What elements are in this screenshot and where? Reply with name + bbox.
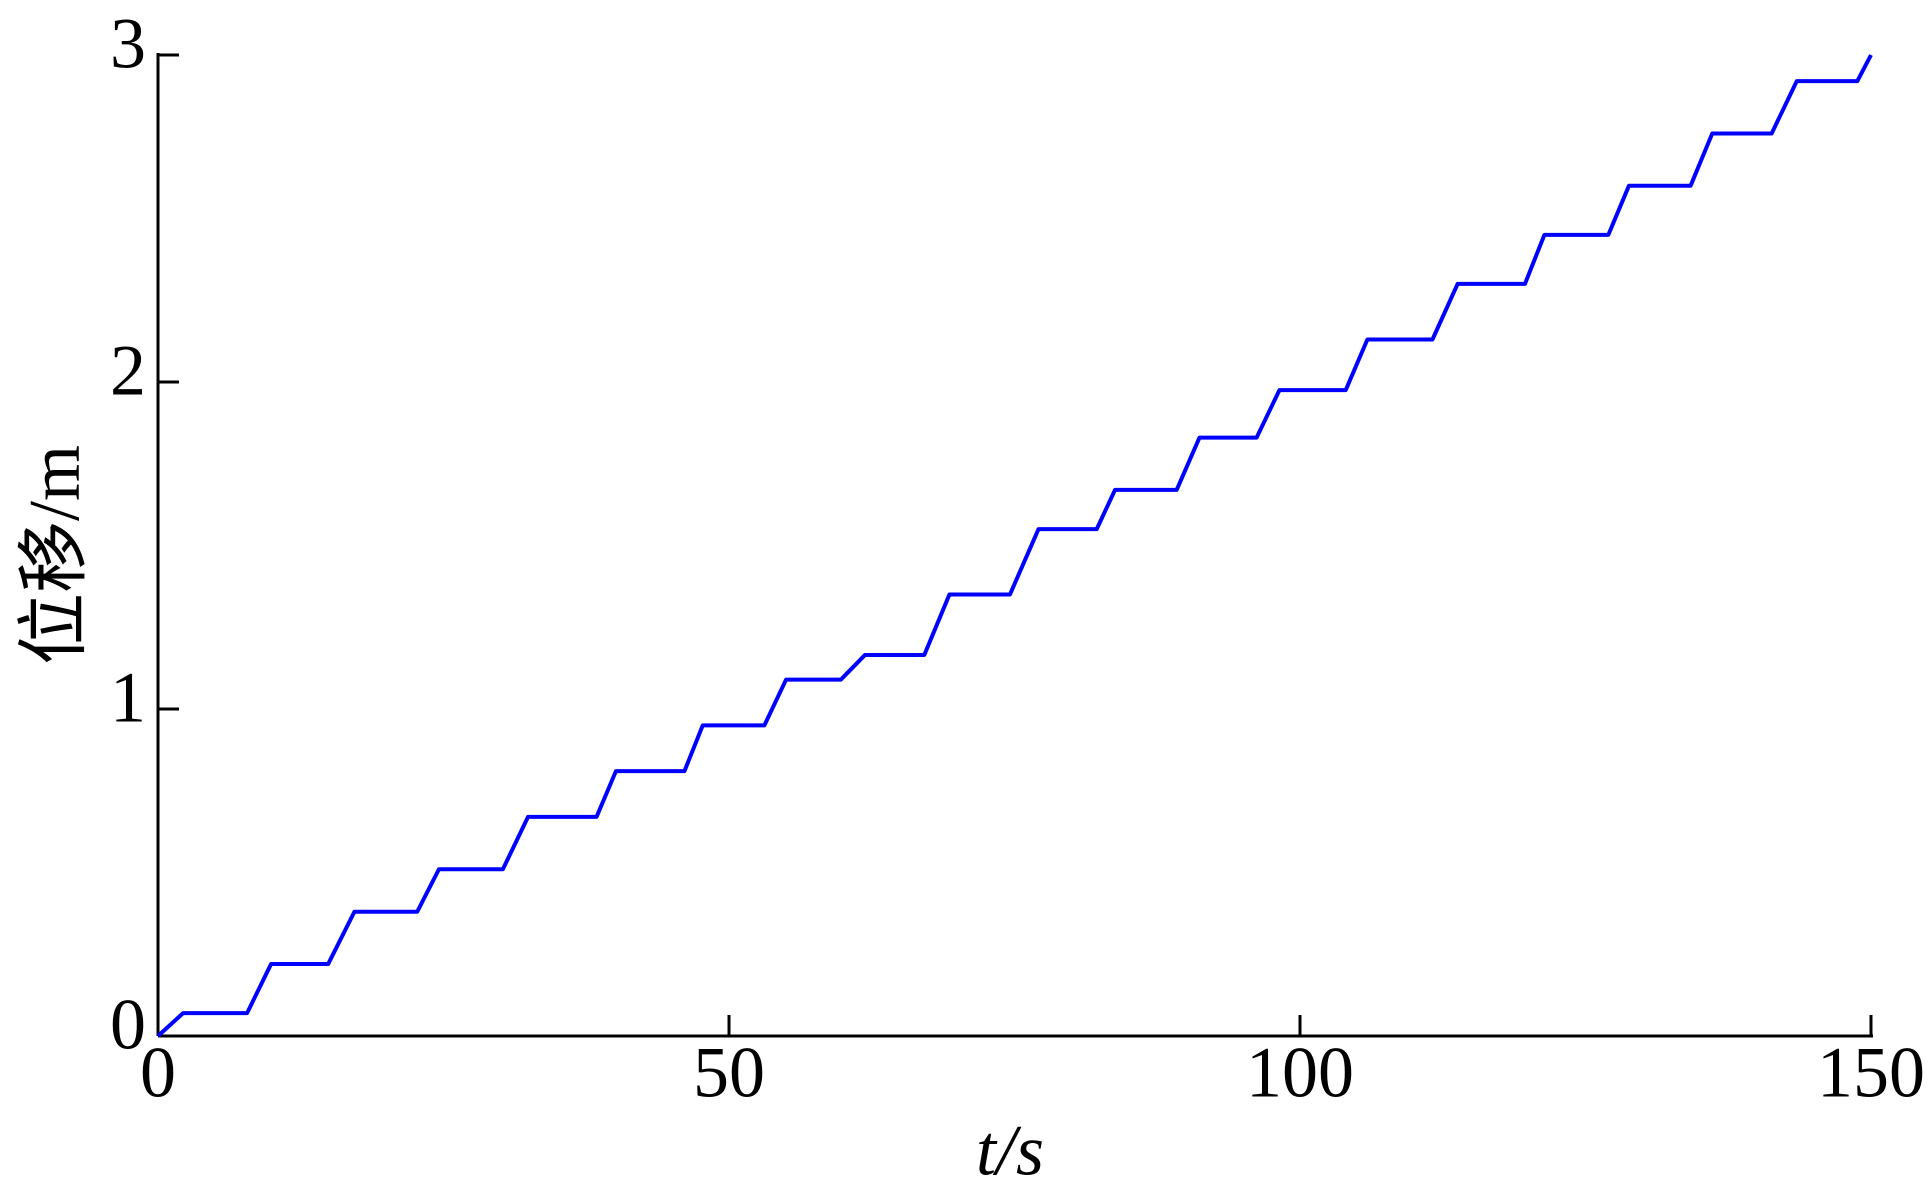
y-axis-label: 位移/m — [15, 445, 95, 665]
x-tick-label: 50 — [693, 1033, 765, 1113]
x-axis-label: t/s — [976, 1111, 1044, 1191]
x-tick-label: 100 — [1246, 1033, 1354, 1113]
y-tick-label: 2 — [110, 331, 146, 411]
y-tick-label: 3 — [110, 4, 146, 84]
data-line — [156, 54, 1873, 1038]
y-tick-label: 0 — [110, 985, 146, 1065]
y-tick-label: 1 — [110, 658, 146, 738]
x-tick-label: 150 — [1817, 1033, 1925, 1113]
x-tick-label: 0 — [140, 1033, 176, 1113]
